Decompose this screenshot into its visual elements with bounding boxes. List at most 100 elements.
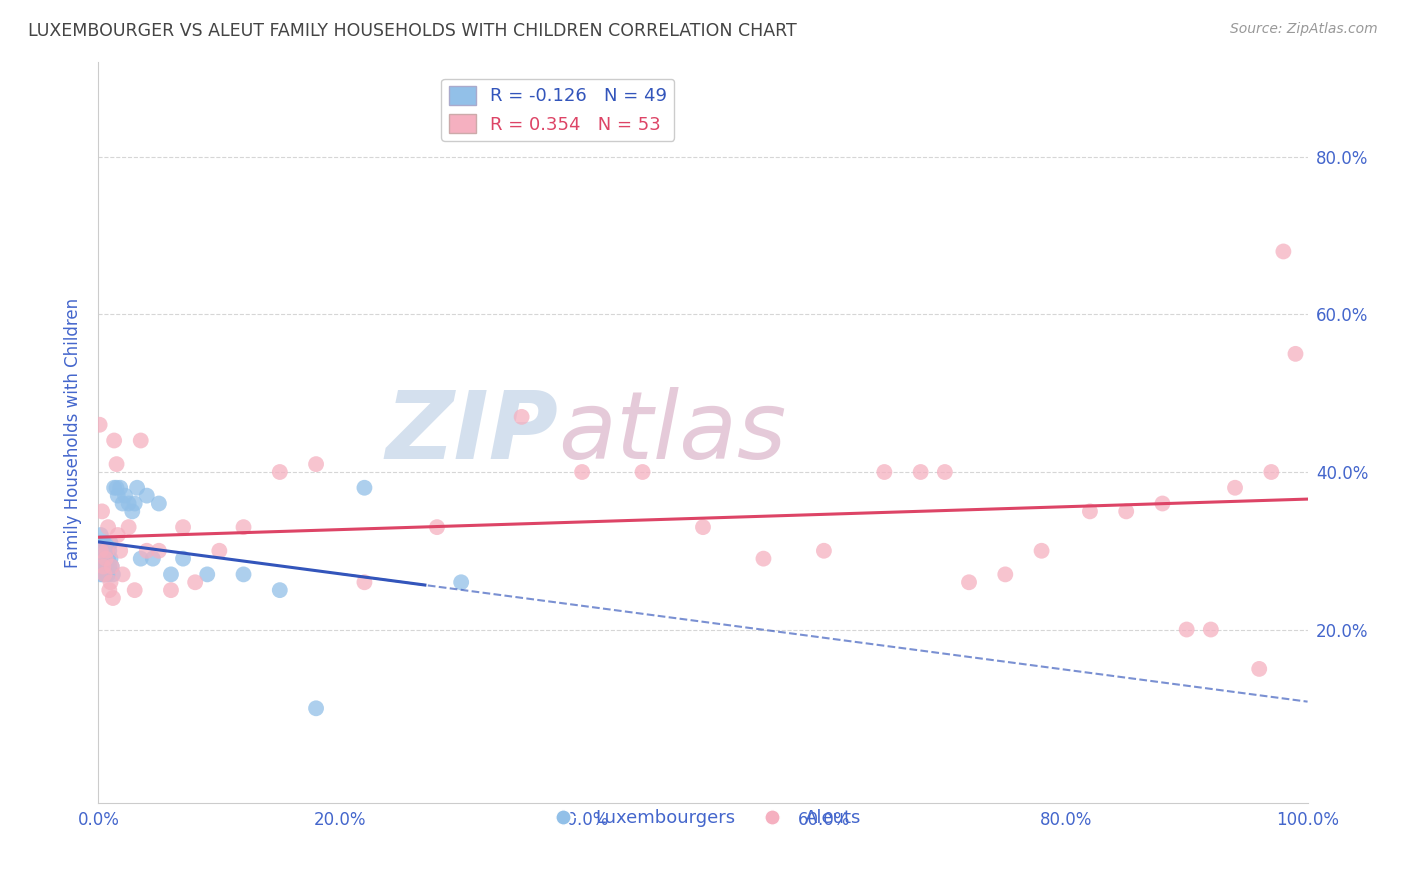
Point <box>91 551 114 566</box>
Point <box>135 543 157 558</box>
Point <box>450 575 472 590</box>
Point <box>1152 496 1174 510</box>
Point <box>752 551 775 566</box>
Point <box>100 559 122 574</box>
Point <box>129 434 152 448</box>
Point <box>98 583 121 598</box>
Point <box>813 543 835 558</box>
Point <box>172 520 194 534</box>
Point <box>1078 504 1101 518</box>
Point <box>93 551 115 566</box>
Point <box>93 567 115 582</box>
Point <box>97 551 120 566</box>
Point <box>118 496 141 510</box>
Point <box>124 583 146 598</box>
Point <box>124 496 146 510</box>
Point <box>184 575 207 590</box>
Point <box>91 543 114 558</box>
Point <box>148 496 170 510</box>
Point <box>98 543 121 558</box>
Point <box>114 489 136 503</box>
Point <box>994 567 1017 582</box>
Point <box>96 543 118 558</box>
Point <box>90 567 112 582</box>
Point <box>957 575 980 590</box>
Point <box>1223 481 1246 495</box>
Point <box>91 504 114 518</box>
Point <box>631 465 654 479</box>
Point <box>107 528 129 542</box>
Point <box>103 481 125 495</box>
Point <box>129 551 152 566</box>
Point <box>101 567 124 582</box>
Point <box>1249 662 1271 676</box>
Point <box>353 481 375 495</box>
Point <box>692 520 714 534</box>
Point <box>1199 623 1222 637</box>
Point <box>111 567 134 582</box>
Point <box>107 489 129 503</box>
Point <box>873 465 896 479</box>
Text: LUXEMBOURGER VS ALEUT FAMILY HOUSEHOLDS WITH CHILDREN CORRELATION CHART: LUXEMBOURGER VS ALEUT FAMILY HOUSEHOLDS … <box>28 22 797 40</box>
Text: ZIP: ZIP <box>385 386 558 479</box>
Point <box>934 465 956 479</box>
Point <box>108 481 131 495</box>
Point <box>91 559 114 574</box>
Point <box>105 457 128 471</box>
Point <box>571 465 593 479</box>
Text: atlas: atlas <box>558 387 786 478</box>
Point <box>91 559 114 574</box>
Point <box>90 559 112 574</box>
Point <box>1272 244 1295 259</box>
Point <box>118 520 141 534</box>
Point <box>127 481 149 495</box>
Point <box>111 496 134 510</box>
Point <box>90 543 112 558</box>
Point <box>89 536 111 550</box>
Point <box>100 559 122 574</box>
Point <box>269 583 291 598</box>
Point <box>100 536 122 550</box>
Point <box>148 543 170 558</box>
Point <box>93 543 115 558</box>
Point <box>1115 504 1137 518</box>
Point <box>510 409 533 424</box>
Point <box>105 481 128 495</box>
Point <box>89 551 111 566</box>
Point <box>142 551 165 566</box>
Point <box>305 701 328 715</box>
Point <box>94 559 117 574</box>
Point <box>100 575 122 590</box>
Point <box>94 551 117 566</box>
Point <box>100 551 122 566</box>
Point <box>910 465 932 479</box>
Point <box>91 567 114 582</box>
Point <box>232 567 254 582</box>
Point <box>1260 465 1282 479</box>
Point <box>1284 347 1306 361</box>
Point <box>91 536 114 550</box>
Point <box>1175 623 1198 637</box>
Point <box>1031 543 1053 558</box>
Point <box>353 575 375 590</box>
Point <box>101 591 124 605</box>
Point <box>172 551 194 566</box>
Point <box>160 567 183 582</box>
Point <box>108 543 131 558</box>
Point <box>93 559 115 574</box>
Point <box>94 567 117 582</box>
Text: Source: ZipAtlas.com: Source: ZipAtlas.com <box>1230 22 1378 37</box>
Point <box>305 457 328 471</box>
Point <box>94 536 117 550</box>
Point <box>208 543 231 558</box>
Point <box>195 567 218 582</box>
Point <box>89 417 111 432</box>
Point <box>97 567 120 582</box>
Point <box>98 559 121 574</box>
Point <box>135 489 157 503</box>
Point <box>96 543 118 558</box>
Point <box>426 520 449 534</box>
Point <box>103 434 125 448</box>
Point <box>269 465 291 479</box>
Point <box>96 559 118 574</box>
